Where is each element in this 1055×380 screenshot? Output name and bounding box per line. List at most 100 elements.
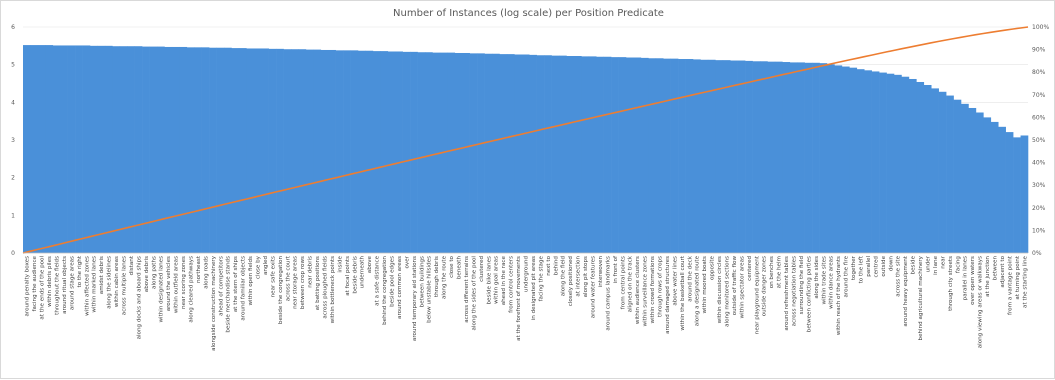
cumulative-line — [22, 26, 1029, 254]
bar — [164, 46, 173, 253]
bar — [611, 57, 619, 254]
bar — [90, 45, 98, 254]
bar — [730, 60, 738, 254]
x-tick-label: around the fire — [844, 255, 850, 297]
bar — [320, 49, 329, 253]
bar — [52, 45, 61, 253]
x-tick-label: to the right — [77, 255, 83, 287]
bar — [953, 99, 962, 254]
bar — [305, 49, 314, 253]
x-tick-label: within outfield areas — [174, 256, 180, 313]
y-tick-label: 1 — [11, 212, 15, 219]
bar — [819, 63, 828, 253]
bar — [499, 54, 508, 254]
bar — [864, 70, 872, 253]
bar — [149, 46, 158, 253]
bar — [395, 51, 403, 253]
x-tick-label: around water features — [591, 256, 597, 318]
x-tick-label: under — [926, 255, 932, 272]
x-tick-label: above debris — [144, 256, 150, 292]
x-tick-label: between buildings — [419, 256, 425, 307]
bar — [707, 59, 716, 253]
x-tick-label: above — [367, 255, 373, 273]
bar — [894, 74, 902, 253]
x-tick-label: adjacent to — [1000, 255, 1006, 287]
x-tick-label: near safe exits — [270, 256, 276, 297]
bar — [633, 57, 642, 254]
bar — [432, 52, 441, 253]
bar — [201, 47, 210, 254]
bar — [67, 45, 76, 253]
x-tick-label: inside — [337, 255, 343, 272]
bar — [1013, 137, 1021, 253]
y2-tick-label: 20% — [1032, 205, 1046, 212]
bar — [529, 54, 537, 253]
bar — [484, 53, 493, 253]
bar — [194, 47, 202, 254]
x-tick-label: angled — [263, 256, 269, 276]
x-tick-label: together — [851, 255, 857, 280]
bar — [536, 55, 545, 253]
x-tick-label: at a safe distance — [375, 255, 381, 305]
x-tick-label: within audience clusters — [635, 256, 641, 324]
bar — [968, 107, 977, 253]
x-tick-label: around heavy equipment — [903, 255, 909, 326]
bar — [387, 51, 396, 253]
bar — [975, 112, 984, 254]
bar — [23, 45, 31, 253]
x-tick-label: along pit stops — [583, 256, 589, 297]
x-tick-label: closely positioned — [568, 256, 574, 307]
bar — [75, 45, 83, 253]
bar — [216, 47, 225, 253]
x-tick-label: over — [404, 255, 410, 268]
y2-tick-label: 80% — [1032, 69, 1046, 76]
x-tick-label: beside the congregation — [278, 256, 284, 325]
bar — [112, 46, 121, 254]
bar — [938, 91, 947, 253]
bar — [551, 55, 560, 254]
x-tick-label: alongside construction machinery — [211, 255, 217, 351]
x-tick-label: amidst debris — [99, 256, 105, 294]
x-tick-label: in designated pit areas — [531, 256, 537, 320]
x-tick-label: across multiple lanes — [122, 256, 128, 315]
y-tick-label: 6 — [11, 24, 15, 31]
bar — [923, 85, 932, 253]
bar — [298, 49, 307, 254]
bar — [514, 54, 523, 253]
bar — [142, 46, 150, 253]
y2-tick-label: 0% — [1032, 250, 1042, 257]
x-tick-label: through rows of crops — [658, 256, 664, 317]
bar — [343, 50, 351, 253]
x-tick-label: around familiar objects — [241, 256, 247, 321]
x-tick-label: along viewing areas or walkways — [978, 256, 984, 348]
y2-tick-label: 50% — [1032, 137, 1046, 144]
x-tick-label: around campus landmarks — [605, 256, 611, 331]
x-tick-label: throughout the fields — [55, 256, 61, 315]
x-tick-label: parallel in lanes — [963, 256, 969, 300]
bar — [350, 50, 359, 253]
bar — [246, 48, 255, 253]
x-tick-label: at intersection — [576, 256, 582, 297]
x-tick-label: beside pool edges — [390, 256, 396, 307]
x-tick-label: behind — [553, 256, 559, 276]
x-tick-label: ahead of competitors — [218, 256, 224, 316]
x-tick-label: along docks and aboard ships — [136, 256, 142, 339]
bar — [544, 55, 552, 253]
x-tick-label: between — [993, 256, 999, 281]
bar — [640, 57, 649, 254]
bar — [134, 46, 143, 254]
bar — [380, 51, 389, 254]
bar — [886, 73, 895, 253]
bar — [335, 50, 344, 253]
x-tick-label: within open fields — [248, 256, 254, 306]
bar — [261, 48, 269, 253]
bar — [573, 56, 582, 254]
x-tick-label: along roads — [203, 256, 209, 289]
bar — [693, 59, 701, 253]
x-tick-label: along paths — [151, 256, 157, 289]
bar — [946, 95, 954, 253]
bar — [782, 62, 791, 253]
bar — [462, 52, 470, 253]
y2-tick-label: 100% — [1032, 24, 1049, 31]
bar — [834, 65, 843, 253]
